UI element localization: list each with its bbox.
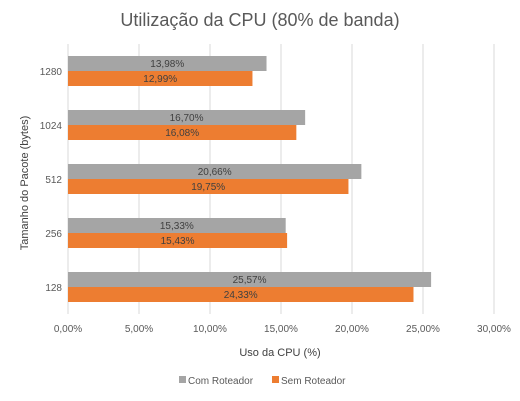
- data-labels: 25,57% 24,33% 15,33% 15,43% 20,66% 19,75% 16,7…: [143, 59, 266, 301]
- bar-com-roteador-1280: [68, 56, 267, 71]
- x-tick-label-0: 0,00%: [54, 324, 82, 335]
- bar-sem-roteador-1024: [68, 125, 297, 140]
- legend-label-sem-roteador: Sem Roteador: [281, 376, 346, 387]
- data-label-sem-roteador-1280: 12,99%: [143, 74, 177, 85]
- chart-title: Utilização da CPU (80% de banda): [120, 10, 399, 30]
- data-label-com-roteador-512: 20,66%: [198, 167, 232, 178]
- y-tick-label-128: 128: [45, 283, 62, 294]
- y-tick-label-1024: 1024: [40, 121, 63, 132]
- data-label-sem-roteador-512: 19,75%: [191, 182, 225, 193]
- bars: [68, 56, 432, 302]
- bar-com-roteador-512: [68, 164, 362, 179]
- legend-label-com-roteador: Com Roteador: [188, 376, 254, 387]
- y-tick-label-512: 512: [45, 175, 62, 186]
- x-tick-label-4: 20,00%: [335, 324, 369, 335]
- y-tick-label-256: 256: [45, 229, 62, 240]
- legend-swatch-sem-roteador: [272, 376, 279, 383]
- x-tick-label-1: 5,00%: [125, 324, 153, 335]
- legend: Com Roteador Sem Roteador: [179, 376, 346, 387]
- bar-sem-roteador-1280: [68, 71, 253, 86]
- data-label-sem-roteador-128: 24,33%: [224, 290, 258, 301]
- x-axis-ticks: 0,00% 5,00% 10,00% 15,00% 20,00% 25,00% 30,00%: [54, 324, 511, 335]
- data-label-com-roteador-128: 25,57%: [233, 275, 267, 286]
- x-tick-label-3: 15,00%: [264, 324, 298, 335]
- x-tick-label-5: 25,00%: [406, 324, 440, 335]
- x-tick-label-2: 10,00%: [193, 324, 227, 335]
- data-label-sem-roteador-256: 15,43%: [161, 236, 195, 247]
- y-axis-title: Tamanho do Pacote (bytes): [19, 116, 31, 251]
- bar-sem-roteador-128: [68, 287, 414, 302]
- bar-sem-roteador-512: [68, 179, 349, 194]
- data-label-com-roteador-256: 15,33%: [160, 221, 194, 232]
- bar-com-roteador-256: [68, 218, 286, 233]
- data-label-sem-roteador-1024: 16,08%: [165, 128, 199, 139]
- bar-sem-roteador-256: [68, 233, 288, 248]
- data-label-com-roteador-1280: 13,98%: [150, 59, 184, 70]
- legend-swatch-com-roteador: [179, 376, 186, 383]
- bar-com-roteador-1024: [68, 110, 306, 125]
- y-axis-ticks: 128 256 512 1024 1280: [40, 67, 63, 294]
- data-label-com-roteador-1024: 16,70%: [170, 113, 204, 124]
- y-tick-label-1280: 1280: [40, 67, 63, 78]
- x-tick-label-6: 30,00%: [477, 324, 511, 335]
- bar-com-roteador-128: [68, 272, 432, 287]
- x-axis-title: Uso da CPU (%): [239, 347, 320, 359]
